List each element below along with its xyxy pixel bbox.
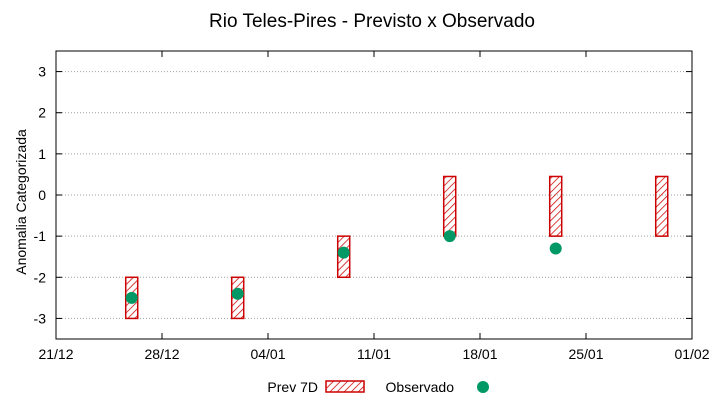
- y-tick-label: -1: [34, 228, 47, 244]
- observed-point: [443, 230, 456, 243]
- forecast-bar: [654, 175, 669, 237]
- legend: Prev 7D Observado: [267, 379, 489, 395]
- chart-title: Rio Teles-Pires - Previsto x Observado: [209, 11, 535, 32]
- x-tick-label: 11/01: [357, 346, 391, 362]
- observed-point: [231, 287, 244, 300]
- x-tick-label: 18/01: [462, 346, 497, 362]
- y-tick-label: -3: [34, 310, 47, 326]
- legend-marker-observado: [477, 381, 489, 393]
- y-axis-label: Anomalia Categorizada: [13, 129, 29, 275]
- x-tick-label: 21/12: [38, 346, 73, 362]
- x-tick-label: 25/01: [568, 346, 603, 362]
- y-tick-label: 3: [38, 64, 46, 80]
- forecast-bar: [442, 175, 457, 237]
- grid-lines: [56, 71, 692, 319]
- observed-point: [125, 291, 138, 304]
- y-tick-label: 1: [38, 146, 46, 162]
- legend-label-prev7d: Prev 7D: [267, 379, 318, 395]
- x-tick-labels: 21/12 28/12 04/01 11/01 18/01 25/01 01/02: [38, 346, 709, 362]
- y-tick-label: 0: [38, 187, 46, 203]
- legend-label-observado: Observado: [386, 379, 455, 395]
- y-tick-label: -2: [34, 269, 47, 285]
- x-tick-label: 01/02: [674, 346, 709, 362]
- observed-point: [337, 246, 350, 259]
- observed-points: [125, 230, 562, 304]
- forecast-bar: [548, 175, 563, 237]
- x-tick-label: 04/01: [250, 346, 285, 362]
- y-tick-label: 2: [38, 105, 46, 121]
- x-tick-label: 28/12: [144, 346, 179, 362]
- axis-ticks: [55, 51, 693, 339]
- observed-point: [549, 242, 562, 255]
- forecast-range-bars: [124, 175, 669, 320]
- y-tick-labels: -3 -2 -1 0 1 2 3: [34, 64, 47, 327]
- legend-swatch-prev7d: [325, 380, 365, 393]
